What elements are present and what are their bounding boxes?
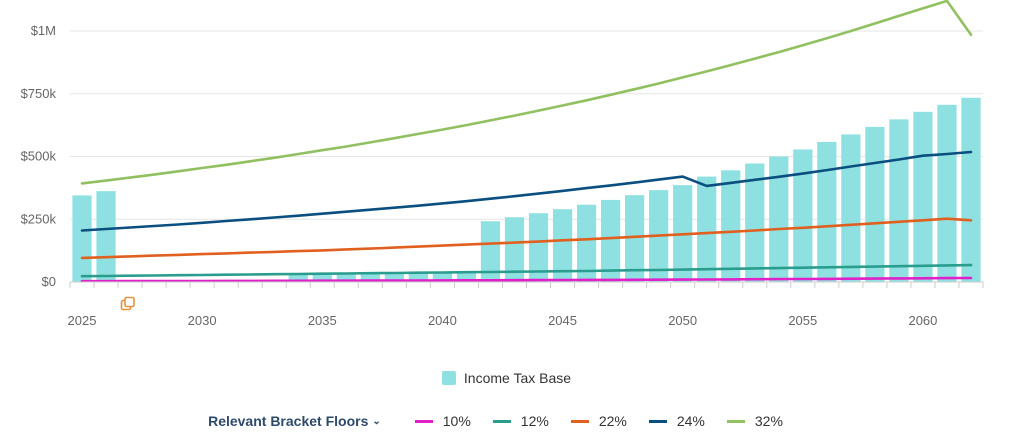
bar-legend-swatch	[441, 371, 456, 385]
bar	[889, 119, 909, 283]
x-tick-label: 2030	[188, 313, 217, 328]
x-tick-label: 2025	[68, 313, 97, 328]
x-tick-label: 2055	[788, 313, 817, 328]
bar	[456, 270, 477, 282]
line-22	[80, 217, 973, 260]
bar	[384, 272, 404, 282]
y-tick-label: $1M	[31, 23, 56, 38]
x-tick-label: 2050	[668, 313, 697, 328]
legend-item-10[interactable]: 10%	[414, 413, 471, 429]
legend-item-32[interactable]: 32%	[726, 413, 783, 429]
axes: $0 $250k $500k $750k $1M 2025 2030 2035 2040 2045…	[21, 23, 984, 328]
legend-swatch-10	[414, 419, 433, 423]
bar	[504, 217, 525, 282]
bar	[72, 195, 92, 282]
line-24	[80, 150, 973, 232]
line-10	[80, 276, 973, 283]
copy-icon[interactable]	[120, 296, 136, 312]
bar	[480, 221, 501, 282]
bar	[360, 272, 380, 282]
bar-legend: Income Tax Base	[0, 368, 1013, 388]
bar	[817, 141, 837, 282]
x-tick-label: 2060	[908, 313, 937, 328]
bar	[841, 134, 861, 282]
legend-item-12[interactable]: 12%	[492, 413, 549, 429]
bar	[937, 104, 957, 282]
bar	[552, 209, 573, 282]
x-tick-label: 2040	[428, 313, 457, 328]
bar	[793, 149, 813, 282]
legend-swatch-22	[570, 419, 589, 423]
x-tick-label: 2035	[308, 313, 337, 328]
y-tick-label: $500k	[21, 149, 57, 164]
bar	[96, 191, 116, 282]
bar	[336, 272, 356, 282]
bar	[745, 163, 765, 282]
bar-legend-label[interactable]: Income Tax Base	[463, 370, 572, 386]
legend-label-12: 12%	[520, 413, 549, 429]
legend-swatch-24	[648, 419, 667, 423]
y-tick-label: $750k	[21, 86, 57, 101]
y-tick-label: $250k	[21, 211, 57, 226]
line-12	[80, 263, 973, 278]
line-legend: Relevant Bracket Floors ⌄ 10% 12% 22% 24…	[0, 411, 1013, 431]
bar	[913, 111, 933, 283]
bracket-floors-label: Relevant Bracket Floors	[208, 413, 369, 429]
bar	[528, 213, 549, 282]
legend-label-22: 22%	[598, 413, 627, 429]
bracket-floors-toggle[interactable]: Relevant Bracket Floors ⌄	[208, 413, 381, 429]
x-tick-label: 2045	[548, 313, 577, 328]
line-32	[80, 0, 973, 185]
legend-item-24[interactable]: 24%	[648, 413, 705, 429]
bar	[288, 272, 308, 282]
legend-swatch-12	[492, 419, 511, 423]
legend-label-24: 24%	[676, 413, 705, 429]
legend-label-32: 32%	[754, 413, 783, 429]
y-tick-label: $0	[42, 274, 56, 289]
bar	[408, 271, 428, 282]
bar	[432, 271, 453, 282]
bar	[625, 195, 645, 282]
bar	[865, 126, 885, 282]
bar	[721, 170, 741, 282]
chevron-down-icon: ⌄	[372, 415, 381, 427]
legend-swatch-32	[726, 419, 745, 423]
bar	[697, 176, 717, 282]
line-series	[80, 0, 973, 283]
bar	[769, 156, 789, 282]
legend-item-22[interactable]: 22%	[570, 413, 627, 429]
bar	[600, 199, 621, 282]
bar	[576, 204, 597, 282]
chart: $0 $250k $500k $750k $1M 2025 2030 2035 2040 2045…	[21, 0, 984, 328]
legend-label-10: 10%	[442, 413, 471, 429]
bar	[961, 97, 981, 283]
bar	[312, 272, 332, 282]
